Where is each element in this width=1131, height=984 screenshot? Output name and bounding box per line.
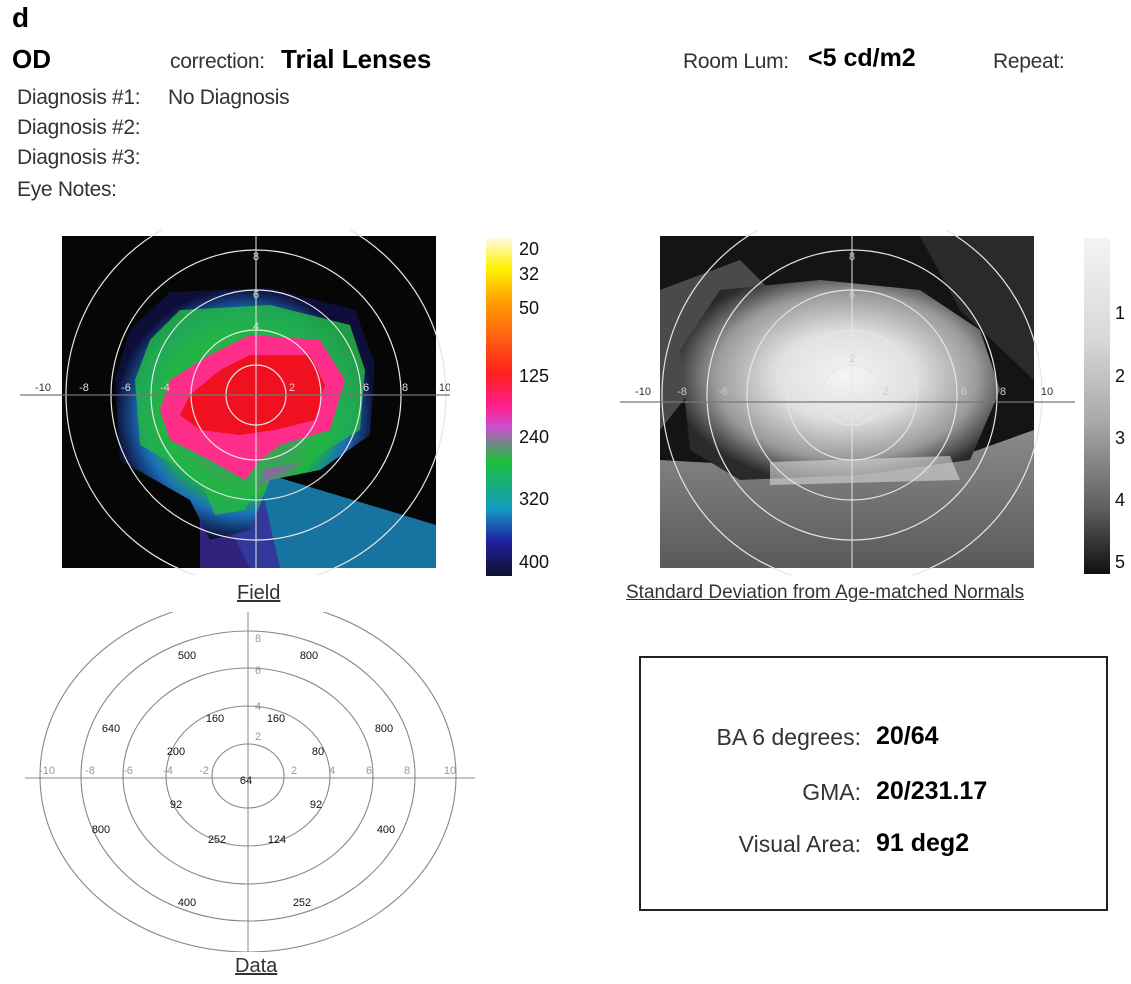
sd-axis-label-10: 10: [1041, 386, 1053, 398]
summary-box: BA 6 degrees: 20/64 GMA: 20/231.17 Visua…: [639, 656, 1108, 911]
repeat-label: Repeat:: [993, 50, 1065, 73]
data-value: 500: [178, 650, 196, 662]
sd-colorbar: [1084, 238, 1110, 574]
sd-colorbar-tick-3: 3: [1115, 428, 1126, 448]
field-axis-label-neg4: -4: [160, 382, 170, 394]
ba-value: 20/64: [876, 722, 939, 750]
data-axis-label-neg10: -10: [39, 765, 55, 777]
field-plot: 8 6 4 -10 -8 -6 -4 2 6 8 10: [20, 230, 450, 575]
field-axis-label-10: 10: [439, 382, 450, 394]
data-axis-label-neg6: -6: [123, 765, 133, 777]
sd-colorbar-tick-1: 1: [1115, 303, 1126, 323]
field-colorbar-tick-400: 400: [519, 552, 550, 572]
sd-caption: Standard Deviation from Age-matched Norm…: [626, 582, 1025, 603]
data-value: 160: [267, 713, 285, 725]
data-value: 800: [300, 650, 318, 662]
eye-label: OD: [12, 44, 51, 74]
data-axis-label-10: 10: [444, 765, 456, 777]
sd-axis-label-neg8: -8: [677, 386, 687, 398]
field-ring-label-6: 6: [253, 289, 259, 301]
data-value: 400: [377, 824, 395, 836]
data-axis-label-8: 8: [404, 765, 410, 777]
eye-notes-label: Eye Notes:: [17, 178, 117, 201]
data-plot: 8 6 4 2 -10 -8 -6 -4 -2 2 4 6 8 10 500 8…: [25, 612, 475, 952]
diagnosis-1-value: No Diagnosis: [168, 86, 290, 109]
field-colorbar-tick-20: 20: [519, 239, 540, 259]
visual-area-value: 91 deg2: [876, 829, 970, 857]
data-value: 92: [170, 799, 182, 811]
data-value: 80: [312, 746, 324, 758]
data-value: 252: [293, 897, 311, 909]
data-ring-label-2-top: 2: [255, 731, 261, 743]
data-caption: Data: [235, 955, 278, 977]
data-axis-label-2: 2: [291, 765, 297, 777]
field-colorbar-tick-50: 50: [519, 298, 540, 318]
data-ring-label-8-top: 8: [255, 633, 261, 645]
data-axis-label-neg8: -8: [85, 765, 95, 777]
correction-value: Trial Lenses: [281, 44, 432, 74]
sd-axis-label-neg6: -6: [718, 386, 728, 398]
data-value: 400: [178, 897, 196, 909]
data-value: 200: [167, 746, 185, 758]
data-value: 252: [208, 834, 226, 846]
sd-colorbar-tick-4: 4: [1115, 490, 1126, 510]
room-lum-label: Room Lum:: [683, 50, 789, 73]
sd-ring-label-6: 6: [849, 289, 855, 301]
data-value: 800: [375, 723, 393, 735]
field-axis-label-8: 8: [402, 382, 408, 394]
field-colorbar-tick-32: 32: [519, 264, 540, 284]
data-axis-label-4: 4: [329, 765, 335, 777]
field-colorbar: [486, 238, 512, 576]
field-caption: Field: [237, 582, 281, 604]
data-value: 160: [206, 713, 224, 725]
field-colorbar-tick-240: 240: [519, 427, 550, 447]
data-axis-label-neg2: -2: [199, 765, 209, 777]
data-value: 800: [92, 824, 110, 836]
data-value: 124: [268, 834, 286, 846]
field-colorbar-tick-125: 125: [519, 366, 550, 386]
gma-value: 20/231.17: [876, 777, 988, 805]
field-ring-label-8: 8: [253, 251, 259, 263]
sd-axis-label-2: 2: [883, 386, 889, 398]
data-ring-label-6-top: 6: [255, 665, 261, 677]
sd-plot: 8 6 2 -10 -8 -6 2 6 8 10: [620, 230, 1075, 575]
data-axis-label-neg4: -4: [163, 765, 173, 777]
sd-axis-label-neg10: -10: [635, 386, 651, 398]
ba-label: BA 6 degrees:: [716, 724, 862, 750]
field-axis-label-neg6: -6: [121, 382, 131, 394]
visual-area-label: Visual Area:: [738, 831, 861, 857]
sd-colorbar-tick-5: 5: [1115, 552, 1126, 572]
sd-ring-label-2: 2: [849, 353, 855, 365]
field-axis-label-neg8: -8: [79, 382, 89, 394]
data-axis-label-6: 6: [366, 765, 372, 777]
sd-colorbar-tick-2: 2: [1115, 366, 1126, 386]
gma-label: GMA:: [802, 779, 861, 805]
correction-label: correction:: [170, 50, 265, 73]
data-value: 640: [102, 723, 120, 735]
diagnosis-1-label: Diagnosis #1:: [17, 86, 141, 109]
panel-letter: d: [12, 2, 30, 33]
sd-axis-label-8: 8: [1000, 386, 1006, 398]
field-axis-label-6: 6: [363, 382, 369, 394]
field-axis-label-2: 2: [289, 382, 295, 394]
data-value: 64: [240, 775, 252, 787]
field-colorbar-tick-320: 320: [519, 489, 550, 509]
field-axis-label-neg10: -10: [35, 382, 51, 394]
diagnosis-2-label: Diagnosis #2:: [17, 116, 141, 139]
sd-ring-label-8: 8: [849, 251, 855, 263]
field-ring-label-4: 4: [253, 321, 259, 333]
data-ring-label-4-top: 4: [255, 701, 261, 713]
diagnosis-3-label: Diagnosis #3:: [17, 146, 141, 169]
sd-axis-label-6: 6: [961, 386, 967, 398]
data-value: 92: [310, 799, 322, 811]
room-lum-value: <5 cd/m2: [808, 44, 916, 72]
